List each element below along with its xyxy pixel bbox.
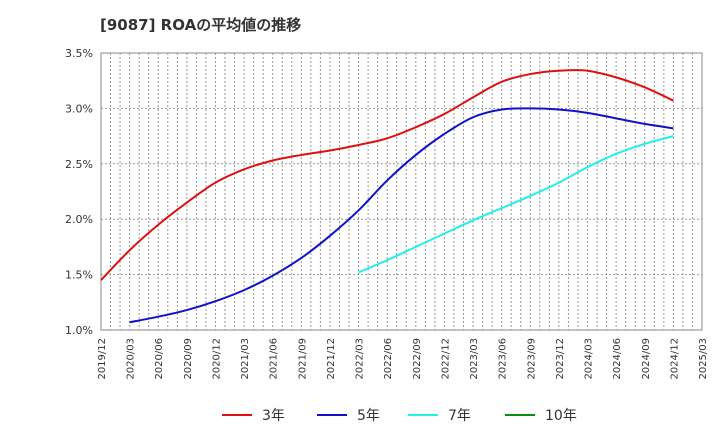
x-tick-label: 2023/12 (555, 338, 566, 380)
x-tick-label: 2022/06 (383, 338, 394, 380)
x-tick-label: 2024/06 (612, 338, 623, 380)
series-line-5年 (129, 107, 674, 324)
series-line-3年 (100, 69, 674, 281)
y-tick-label: 1.0% (65, 324, 93, 337)
x-axis: 2019/12 2020/03 2020/06 2020/09 2020/12 2021/… (97, 338, 709, 380)
x-tick-label: 2020/06 (154, 338, 165, 380)
grid (100, 52, 703, 331)
x-tick-label: 2022/12 (440, 338, 451, 380)
x-tick-label: 2023/06 (498, 338, 509, 380)
plot-border (100, 52, 703, 331)
x-tick-label: 2020/03 (126, 338, 137, 380)
x-tick-label: 2021/12 (326, 338, 337, 380)
x-tick-label: 2021/03 (240, 338, 251, 380)
legend: 3年 5年 7年 10年 (222, 408, 577, 424)
series-line-7年 (358, 135, 674, 274)
x-tick-label: 2020/09 (183, 338, 194, 380)
x-tick-label: 2022/09 (412, 338, 423, 380)
y-tick-label: 2.5% (65, 158, 93, 171)
chart-title: [9087] ROAの平均値の推移 (100, 16, 302, 34)
legend-label: 10年 (545, 408, 577, 424)
x-tick-label: 2025/03 (698, 338, 709, 380)
y-tick-label: 1.5% (65, 269, 93, 282)
x-tick-label: 2024/12 (669, 338, 680, 380)
y-tick-label: 2.0% (65, 213, 93, 226)
legend-label: 3年 (262, 408, 285, 424)
x-tick-label: 2024/09 (641, 338, 652, 380)
x-tick-label: 2024/03 (584, 338, 595, 380)
series-lines (100, 69, 674, 324)
legend-label: 7年 (448, 408, 471, 424)
y-axis: 1.0% 1.5% 2.0% 2.5% 3.0% 3.5% (65, 47, 93, 337)
x-tick-label: 2021/09 (297, 338, 308, 380)
x-tick-label: 2022/03 (355, 338, 366, 380)
x-tick-label: 2020/12 (211, 338, 222, 380)
x-tick-label: 2021/06 (269, 338, 280, 380)
y-tick-label: 3.0% (65, 102, 93, 115)
x-tick-label: 2023/09 (526, 338, 537, 380)
y-tick-label: 3.5% (65, 47, 93, 60)
legend-label: 5年 (357, 408, 380, 424)
x-tick-label: 2023/03 (469, 338, 480, 380)
x-tick-label: 2019/12 (97, 338, 108, 380)
